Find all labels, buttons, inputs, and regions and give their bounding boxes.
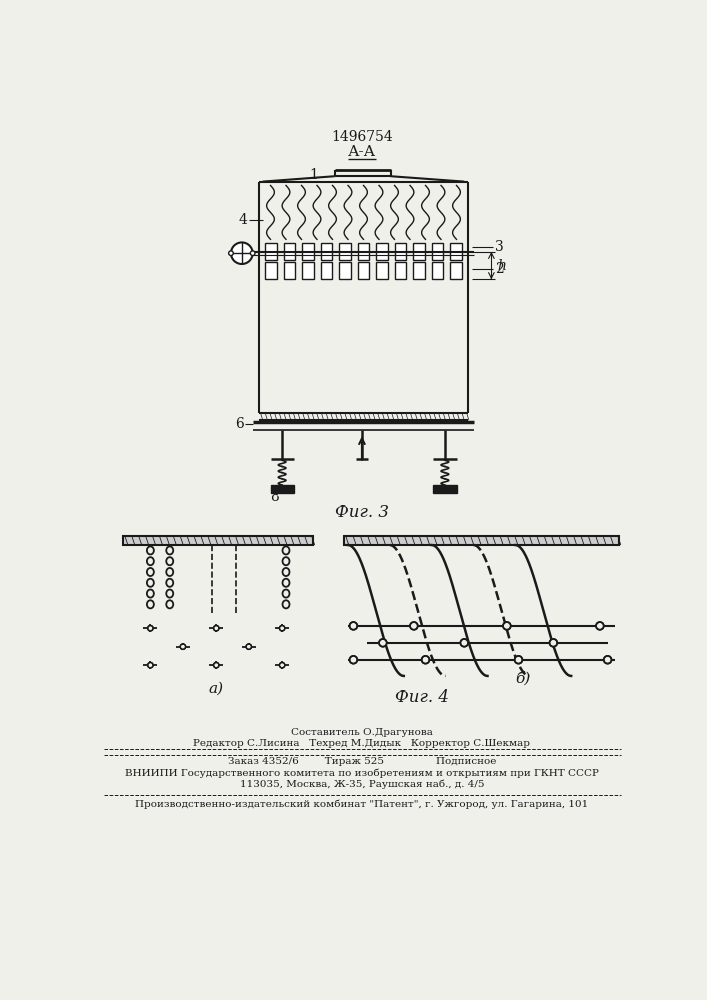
Text: h: h [498,259,506,273]
Circle shape [379,639,387,647]
Circle shape [410,622,418,630]
Circle shape [148,662,153,668]
Circle shape [604,656,612,664]
Text: Производственно-издательский комбинат "Патент", г. Ужгород, ул. Гагарина, 101: Производственно-издательский комбинат "П… [135,799,588,809]
Bar [358,262,369,279]
Circle shape [246,644,252,649]
Circle shape [231,242,252,264]
Bar [414,262,425,279]
Text: 4: 4 [238,213,247,227]
Bar [302,243,314,260]
Text: ВНИИПИ Государственного комитета по изобретениям и открытиям при ГКНТ СССР: ВНИИПИ Государственного комитета по изоб… [125,768,599,778]
Text: Редактор С.Лисина   Техред М.Дидык   Корректор С.Шекмар: Редактор С.Лисина Техред М.Дидык Коррект… [194,739,530,748]
Circle shape [349,656,357,664]
Circle shape [515,656,522,664]
Bar [284,262,296,279]
Bar [302,262,314,279]
Bar [265,243,276,260]
Text: 6: 6 [235,417,243,431]
Text: 1: 1 [310,168,319,182]
Circle shape [214,626,219,631]
Text: Фиг. 3: Фиг. 3 [335,504,389,521]
Circle shape [180,644,186,649]
Bar [284,243,296,260]
Bar [265,262,276,279]
Circle shape [148,626,153,631]
Text: 3: 3 [495,240,504,254]
Bar [376,243,388,260]
Circle shape [421,656,429,664]
Text: 1496754: 1496754 [331,130,393,144]
Bar [344,536,619,545]
Bar [450,243,462,260]
Bar [358,243,369,260]
Text: А-А: А-А [348,145,376,159]
Text: б): б) [515,671,530,686]
Circle shape [279,626,285,631]
Circle shape [279,662,285,668]
Text: Заказ 4352/6        Тираж 525                Подписное: Заказ 4352/6 Тираж 525 Подписное [228,757,496,766]
Bar [321,243,332,260]
Circle shape [460,639,468,647]
Circle shape [596,622,604,630]
Bar [271,485,293,493]
Circle shape [349,622,357,630]
Text: Составитель О.Драгунова: Составитель О.Драгунова [291,728,433,737]
Text: 2: 2 [495,262,504,276]
Text: Фиг. 4: Фиг. 4 [395,689,449,706]
Circle shape [228,251,233,256]
Circle shape [214,662,219,668]
Circle shape [250,251,255,256]
Bar [321,262,332,279]
Circle shape [503,622,510,630]
Bar [339,262,351,279]
Circle shape [549,639,557,647]
Bar [376,262,388,279]
Bar [123,536,313,545]
Bar [433,485,457,493]
Text: 113035, Москва, Ж-35, Раушская наб., д. 4/5: 113035, Москва, Ж-35, Раушская наб., д. … [240,780,484,789]
Bar [395,243,407,260]
Text: а): а) [209,682,224,696]
Bar [339,243,351,260]
Bar [395,262,407,279]
Bar [432,243,443,260]
Bar [450,262,462,279]
Text: 8: 8 [270,490,279,504]
Bar [414,243,425,260]
Bar [432,262,443,279]
